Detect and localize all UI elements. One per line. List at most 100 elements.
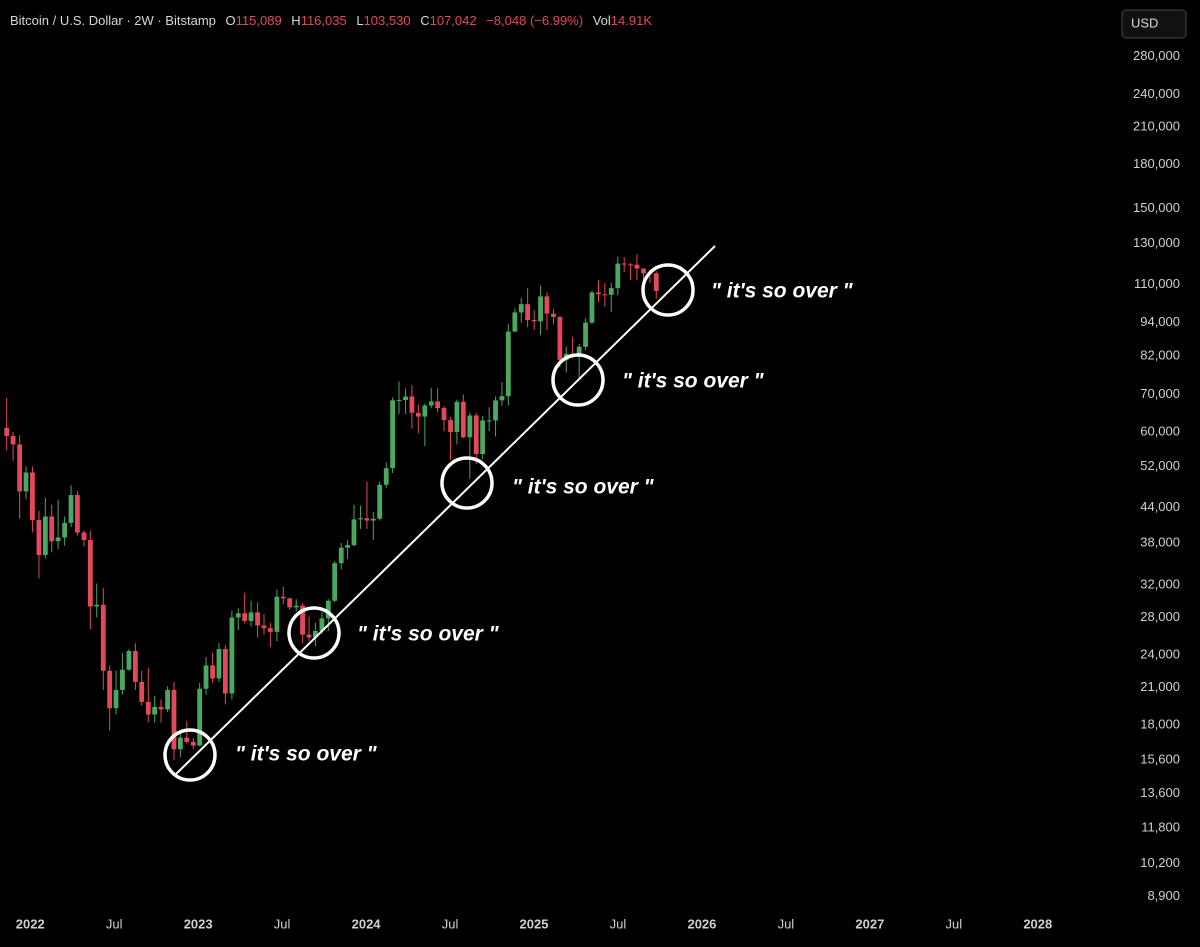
candle-body [460, 401, 466, 438]
y-tick-label: 94,000 [1140, 314, 1180, 329]
candle-body [197, 688, 203, 746]
x-tick-label: 2023 [184, 916, 213, 931]
candle-body [190, 741, 196, 746]
y-tick-label: 180,000 [1133, 156, 1180, 171]
candle-body [544, 296, 550, 314]
candle-body [473, 415, 479, 455]
candle-body [300, 605, 306, 635]
candle-body [467, 415, 473, 438]
annotation-circle [287, 606, 341, 660]
x-tick-label: Jul [106, 916, 123, 931]
candle-body [94, 604, 100, 607]
candle-body [377, 484, 383, 519]
candle-body [158, 706, 164, 710]
y-tick-label: 60,000 [1140, 423, 1180, 438]
candle-body [551, 313, 556, 317]
candle-body [113, 689, 119, 709]
candle-body [615, 263, 621, 289]
candle-body [87, 539, 93, 607]
candle-body [415, 412, 421, 417]
currency-button[interactable] [1121, 9, 1187, 39]
candle-body [280, 596, 286, 599]
y-tick-label: 13,600 [1140, 785, 1180, 800]
high-key: H [291, 13, 300, 28]
candle-body [628, 264, 633, 266]
candle-body [493, 400, 498, 421]
candle-body [653, 273, 659, 291]
candle-body [17, 444, 23, 492]
candle-body [403, 396, 408, 401]
annotation-circle [551, 353, 605, 407]
annotation-text: " it's so over " [622, 370, 765, 393]
annotation-text: " it's so over " [235, 743, 378, 766]
candle-body [274, 596, 280, 632]
volume-key: Vol [593, 13, 611, 28]
candle-body [596, 292, 601, 295]
candle-body [75, 495, 80, 533]
candle-body [210, 665, 215, 679]
candle-body [229, 617, 235, 694]
change-value: −8,048 (−6.99%) [486, 13, 583, 28]
x-tick-label: Jul [778, 916, 795, 931]
y-tick-label: 21,000 [1140, 679, 1180, 694]
candle-body [486, 420, 492, 422]
candle-body [171, 689, 177, 750]
candle-body [62, 522, 68, 538]
x-tick-label: 2027 [855, 916, 884, 931]
candle-body [602, 294, 608, 296]
candle-body [165, 689, 170, 710]
candle-body [255, 612, 261, 626]
currency-label[interactable]: USD [1131, 15, 1158, 30]
candle-body [145, 701, 151, 715]
close-value: 107,042 [430, 13, 477, 28]
candle-body [152, 706, 158, 715]
y-tick-label: 11,800 [1141, 819, 1180, 834]
annotation-circle [440, 456, 494, 510]
candle-body [261, 625, 267, 629]
candle-body [306, 634, 312, 638]
candle-body [428, 401, 434, 406]
y-tick-label: 110,000 [1134, 276, 1180, 291]
candle-body [216, 649, 222, 679]
x-tick-label: Jul [610, 916, 627, 931]
annotation-text: " it's so over " [512, 476, 655, 499]
candle-body [538, 296, 543, 322]
y-tick-label: 130,000 [1133, 235, 1180, 250]
x-tick-label: 2024 [352, 916, 382, 931]
candle-body [383, 468, 389, 485]
chart-header: Bitcoin / U.S. Dollar · 2W · Bitstamp O1… [10, 13, 652, 28]
y-tick-label: 70,000 [1140, 386, 1180, 401]
candle-body [4, 427, 10, 437]
candle-body [589, 292, 595, 323]
y-tick-label: 82,000 [1140, 347, 1180, 362]
candle-body [351, 519, 357, 546]
candles [4, 254, 659, 760]
candle-body [576, 346, 582, 355]
y-tick-label: 10,200 [1140, 855, 1180, 870]
y-tick-label: 44,000 [1140, 499, 1180, 514]
annotations: " it's so over " " it's so over " " it's s… [163, 263, 854, 782]
candle-body [441, 407, 447, 421]
candle-body [242, 613, 248, 622]
candle-body [120, 669, 125, 690]
candle-body [49, 516, 55, 542]
annotation-circle [163, 728, 217, 782]
candle-body [390, 400, 396, 469]
candle-body [409, 396, 415, 413]
candle-body [248, 612, 254, 622]
candle-body [10, 436, 16, 445]
candle-body [358, 518, 363, 520]
candle-body [608, 288, 614, 295]
y-tick-label: 210,000 [1133, 118, 1180, 133]
candle-body [454, 401, 460, 432]
candle-body [634, 264, 640, 269]
candle-body [480, 420, 486, 455]
open-value: 115,089 [236, 13, 282, 28]
candle-body [583, 322, 588, 347]
candle-body [325, 600, 331, 619]
candle-body [42, 516, 48, 555]
candle-body [55, 537, 61, 542]
candle-body [396, 400, 402, 402]
y-tick-label: 8,900 [1147, 888, 1180, 903]
